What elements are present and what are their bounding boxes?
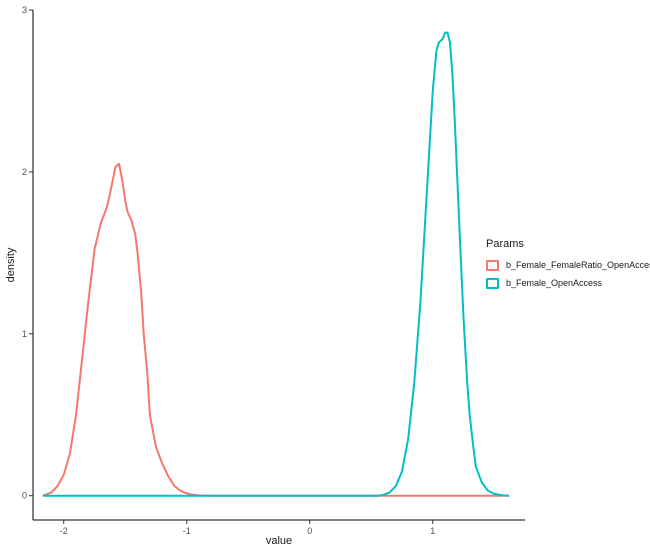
density-line-open-access [42, 31, 510, 497]
legend: Params b_Female_FemaleRatio_OpenAccess b… [486, 238, 650, 292]
x-axis-title: value [266, 535, 292, 547]
x-tick-label: 0 [307, 526, 312, 536]
x-tick-label: -2 [60, 526, 68, 536]
legend-key-female-ratio [486, 259, 499, 271]
y-axis-title: density [5, 247, 17, 282]
series-layer [42, 31, 510, 497]
legend-label-open-access: b_Female_OpenAccess [506, 278, 603, 288]
legend-label-female-ratio: b_Female_FemaleRatio_OpenAccess [506, 260, 650, 270]
x-tick-label: 1 [430, 526, 435, 536]
y-tick-label: 1 [22, 329, 27, 339]
ticks: -2 -1 0 1 0 1 2 3 [22, 5, 435, 536]
axes [32, 10, 525, 521]
legend-title: Params [486, 238, 524, 250]
y-tick-label: 2 [22, 167, 27, 177]
x-tick-label: -1 [183, 526, 191, 536]
legend-key-open-access [486, 277, 499, 289]
density-line-female-ratio [42, 162, 510, 497]
y-tick-label: 3 [22, 5, 27, 15]
legend-item-open-access: b_Female_OpenAccess [486, 274, 650, 292]
legend-item-female-ratio: b_Female_FemaleRatio_OpenAccess [486, 256, 650, 274]
y-tick-label: 0 [22, 491, 27, 501]
